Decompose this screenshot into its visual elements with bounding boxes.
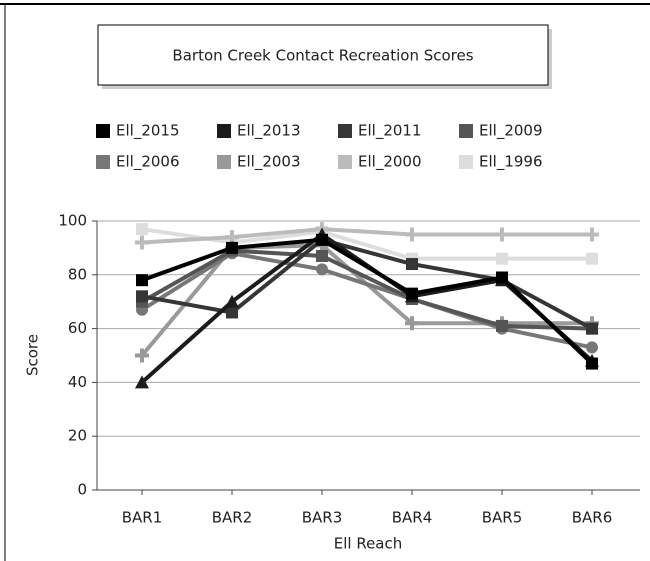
point [586, 322, 598, 335]
point [586, 357, 598, 370]
series-line [141, 227, 592, 261]
x-axis-label: Ell Reach [334, 535, 403, 553]
series-line [141, 237, 594, 366]
series-line [141, 227, 592, 245]
point [135, 375, 149, 389]
legend-swatch [459, 124, 473, 138]
legend-swatch [338, 124, 352, 138]
series-line [141, 237, 593, 331]
point [136, 290, 148, 303]
point [495, 227, 509, 242]
point [136, 223, 148, 236]
legend-label: Ell_2003 [237, 153, 301, 172]
legend-label: Ell_2015 [116, 122, 180, 141]
y-axis-label: Score [24, 334, 42, 376]
point [586, 341, 598, 354]
point [405, 316, 419, 331]
point [405, 227, 419, 242]
series-line [141, 248, 593, 331]
point [135, 348, 149, 363]
point [496, 271, 508, 284]
legend-swatch [96, 124, 110, 138]
legend-swatch [459, 155, 473, 169]
point [496, 252, 508, 265]
x-tick-label: BAR5 [482, 509, 523, 527]
series-line [140, 251, 593, 350]
point [226, 306, 238, 319]
legend-label: Ell_2000 [358, 153, 422, 172]
legend-swatch [338, 155, 352, 169]
legend-swatch [96, 155, 110, 169]
point [585, 227, 599, 242]
x-tick-label: BAR3 [302, 509, 343, 527]
y-tick-label: 100 [58, 212, 87, 230]
x-tick-label: BAR6 [572, 509, 613, 527]
legend-label: Ell_2006 [116, 153, 180, 172]
legend-label: Ell_2009 [479, 122, 543, 141]
y-tick-label: 80 [68, 265, 87, 283]
point [225, 294, 239, 308]
x-tick-label: BAR4 [392, 509, 433, 527]
legend-label: Ell_1996 [479, 153, 543, 172]
point [406, 287, 418, 300]
x-tick-label: BAR2 [212, 509, 253, 527]
y-tick-label: 20 [68, 427, 87, 445]
point [136, 274, 148, 287]
title-box [97, 24, 549, 86]
legend-label: Ell_2013 [237, 122, 301, 141]
point [316, 249, 328, 262]
legend-swatch [217, 124, 231, 138]
y-tick-label: 40 [68, 373, 87, 391]
y-tick-label: 60 [68, 319, 87, 337]
legend-label: Ell_2011 [358, 122, 422, 141]
chart-title: Barton Creek Contact Recreation Scores [172, 47, 473, 65]
y-tick-label: 0 [77, 481, 87, 499]
point [406, 258, 418, 271]
point [586, 252, 598, 265]
x-tick-label: BAR1 [122, 509, 163, 527]
point [135, 235, 149, 250]
point [316, 263, 328, 276]
legend-swatch [217, 155, 231, 169]
point [316, 233, 328, 246]
point [226, 241, 238, 254]
point [496, 319, 508, 332]
